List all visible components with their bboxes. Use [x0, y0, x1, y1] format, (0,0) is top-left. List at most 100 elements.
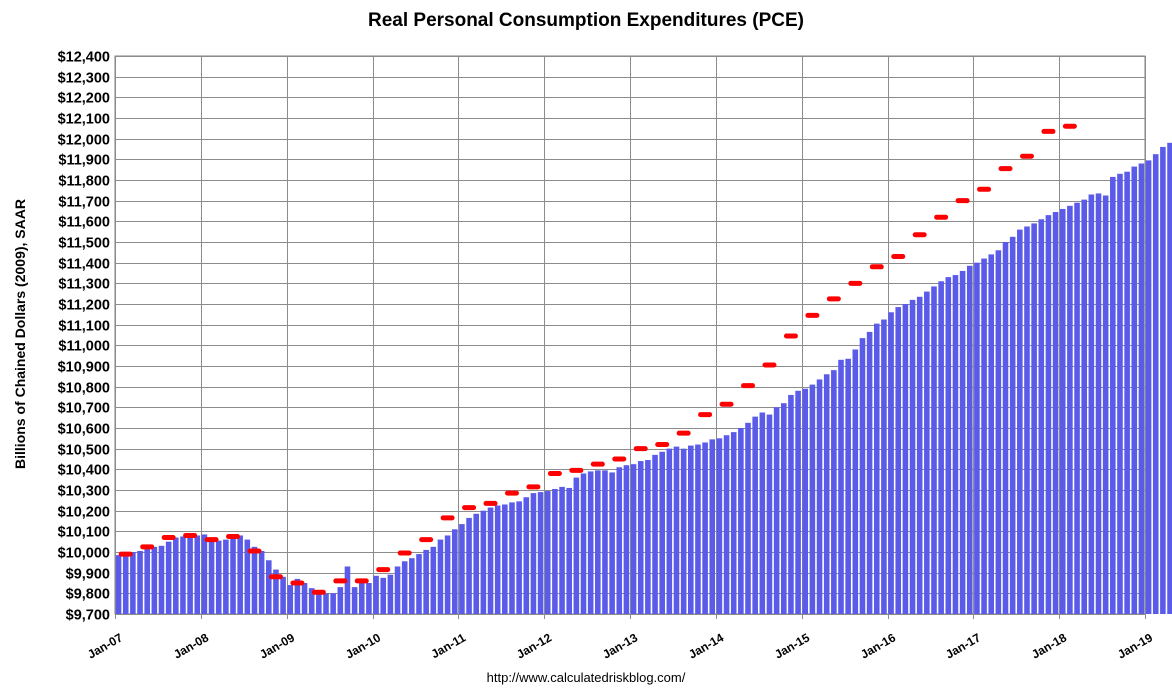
bar	[1059, 208, 1066, 614]
bar	[351, 587, 358, 614]
y-tick-label: $9,900	[66, 567, 110, 583]
bar	[924, 291, 930, 614]
average-marker	[504, 490, 519, 496]
bar	[995, 250, 1002, 614]
bar	[881, 319, 887, 614]
bar	[823, 374, 830, 614]
bar	[173, 537, 179, 614]
y-tick-label: $11,500	[58, 236, 110, 252]
average-marker	[655, 442, 670, 448]
average-marker	[805, 312, 820, 318]
source-url: http://www.calculatedriskblog.com/	[486, 670, 686, 685]
bar	[730, 432, 737, 614]
average-marker	[569, 467, 584, 473]
bar	[480, 510, 487, 614]
bar	[838, 359, 844, 614]
bar	[637, 461, 644, 614]
y-tick-label: $10,100	[58, 525, 110, 541]
bar	[416, 554, 422, 614]
y-tick-label: $10,500	[58, 443, 110, 459]
y-tick-label: $11,000	[58, 339, 110, 355]
y-tick-label: $11,900	[58, 153, 110, 169]
bar	[280, 576, 286, 614]
bar	[1002, 242, 1009, 614]
average-marker	[934, 214, 949, 220]
bar	[1067, 205, 1073, 614]
bar	[287, 585, 294, 614]
bar	[509, 502, 515, 614]
average-marker	[333, 578, 348, 584]
y-tick-label: $9,800	[66, 587, 110, 603]
average-marker	[869, 264, 884, 270]
bar	[966, 265, 973, 614]
bar	[1088, 194, 1095, 614]
bar	[931, 286, 937, 614]
bar	[1124, 171, 1130, 615]
bar	[909, 299, 916, 614]
bar	[180, 536, 186, 614]
y-tick-label: $12,000	[58, 133, 110, 149]
bar	[137, 550, 143, 614]
bar	[652, 454, 658, 614]
bar	[738, 428, 744, 614]
bar	[702, 442, 708, 614]
average-marker	[397, 550, 412, 556]
bar	[580, 473, 587, 614]
bar	[673, 446, 680, 614]
bar	[788, 394, 794, 614]
bar	[1038, 219, 1045, 614]
bar	[809, 384, 816, 614]
y-tick-label: $10,900	[58, 360, 110, 376]
bar	[1145, 160, 1152, 614]
bar	[852, 349, 859, 614]
bar	[244, 539, 251, 614]
bar	[1138, 163, 1145, 614]
average-marker	[1019, 153, 1034, 159]
bar	[301, 583, 308, 614]
x-tick-label: Jan-13	[600, 630, 640, 661]
bar	[1110, 176, 1116, 614]
bar	[559, 486, 565, 614]
average-marker	[912, 232, 927, 238]
average-marker	[783, 333, 798, 339]
bar	[258, 550, 265, 614]
average-marker	[462, 505, 477, 511]
bar	[451, 529, 458, 614]
bar	[459, 524, 465, 614]
bar	[544, 491, 551, 614]
average-marker	[762, 362, 777, 368]
y-tick-label: $11,400	[58, 257, 110, 273]
bar	[1152, 154, 1159, 615]
bar	[981, 258, 987, 614]
average-marker	[140, 544, 155, 550]
bar	[895, 307, 902, 614]
bar	[709, 439, 716, 614]
y-tick-label: $11,700	[58, 195, 110, 211]
bar	[587, 471, 594, 614]
bar	[1024, 226, 1030, 614]
x-tick-label: Jan-08	[171, 630, 211, 661]
y-tick-label: $9,700	[66, 608, 110, 624]
average-marker	[955, 198, 970, 204]
bar	[630, 464, 637, 614]
bar	[552, 488, 558, 614]
bar	[1045, 215, 1052, 614]
bar	[201, 534, 208, 614]
bar	[1009, 236, 1016, 614]
bar	[466, 517, 472, 614]
bar	[1031, 223, 1037, 614]
bar	[358, 581, 365, 614]
x-tick-label: Jan-10	[343, 630, 383, 661]
bar	[695, 444, 701, 614]
bar	[344, 566, 351, 614]
bar	[502, 504, 508, 614]
average-marker	[247, 548, 262, 554]
bar	[394, 566, 401, 614]
y-tick-label: $10,700	[58, 401, 110, 417]
bar	[487, 507, 494, 614]
y-tick-label: $11,300	[58, 277, 110, 293]
bar	[773, 407, 780, 614]
x-tick-label: Jan-11	[429, 630, 469, 661]
bar	[316, 591, 322, 614]
bar	[666, 448, 673, 614]
